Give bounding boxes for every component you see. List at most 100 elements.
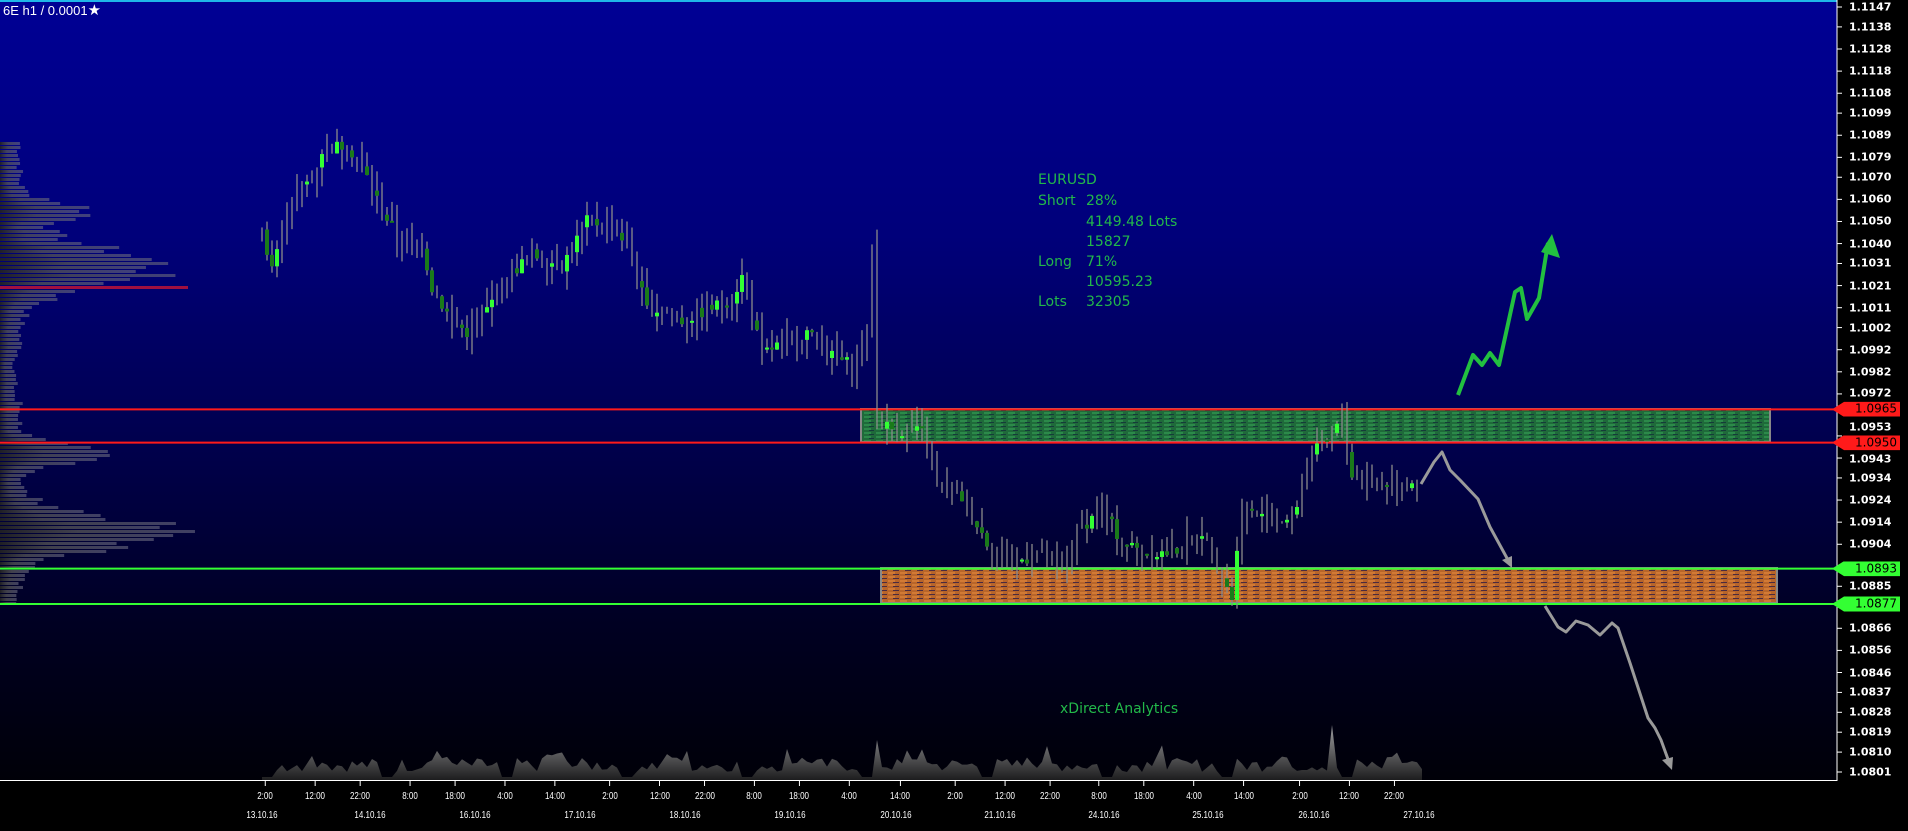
volume-profile-bar [0, 534, 174, 537]
volume-profile-bar [0, 530, 195, 533]
price-tick-label: 1.0846 [1849, 666, 1892, 679]
volume-profile-bar [0, 262, 169, 265]
candle-body [335, 141, 339, 154]
volume-profile-bar [0, 494, 27, 497]
info-short-count: 15827 [1086, 234, 1131, 250]
support-price-marker[interactable]: 1.0893 [1832, 561, 1900, 577]
info-long-pct: 71% [1086, 254, 1118, 270]
volume-profile-bar [0, 546, 129, 549]
date-label: 20.10.16 [879, 810, 912, 821]
candle-body [1125, 544, 1129, 547]
price-tick-label: 1.0801 [1849, 765, 1892, 779]
time-tick-label: 14:00 [544, 791, 565, 802]
candle-body [585, 215, 589, 228]
candle-body [770, 347, 774, 350]
price-tick-label: 1.1002 [1849, 321, 1892, 335]
candle-body [575, 235, 579, 253]
support-zone [880, 567, 1778, 604]
volume-profile-bar [0, 446, 91, 449]
chart-title: 6E h1 / 0.0001★ [3, 1, 101, 19]
projection-down-arrow-1 [1419, 450, 1510, 561]
volume-profile-bar [0, 166, 17, 169]
price-tick-label: 1.1099 [1849, 106, 1892, 120]
volume-profile-bar [0, 450, 108, 453]
candle-body [465, 327, 469, 337]
volume-profile-bar [0, 310, 24, 313]
candle-body [1250, 508, 1254, 511]
price-tick-label: 1.0856 [1849, 643, 1892, 657]
candle-body [1335, 423, 1339, 433]
candle-body [735, 291, 739, 304]
candle-body [960, 491, 964, 502]
volume-profile-bar [0, 466, 44, 469]
candle-body [985, 532, 989, 547]
candle-body [1020, 559, 1024, 562]
candle-body [1110, 516, 1114, 520]
volume-profile-bar [0, 426, 18, 429]
info-short-label: Short [1038, 193, 1076, 209]
info-short-pct: 28% [1086, 193, 1118, 209]
resistance-price-marker[interactable]: 1.0965 [1832, 401, 1900, 417]
candle-body [485, 307, 489, 313]
star-icon[interactable]: ★ [87, 2, 102, 19]
volume-profile-bar [0, 234, 68, 237]
volume-profile-bar [0, 342, 23, 345]
price-tick-label: 1.0953 [1849, 420, 1892, 434]
candle-body [1160, 551, 1164, 557]
volume-profile-bar [0, 322, 25, 325]
date-label: 26.10.16 [1298, 810, 1330, 821]
volume-profile-bar [0, 350, 18, 353]
price-tick-label: 1.1079 [1849, 150, 1892, 164]
time-tick-label: 12:00 [1339, 791, 1360, 802]
volume-profile-bar [0, 290, 75, 293]
candle-body [980, 527, 984, 533]
volume-profile-bar [0, 594, 17, 597]
time-tick-label: 2:00 [1291, 791, 1308, 802]
time-tick-label: 18:00 [789, 791, 810, 802]
price-tick-label: 1.1060 [1849, 192, 1892, 206]
volume-profile-bar [0, 378, 16, 381]
volume-profile-bar [0, 258, 152, 261]
candle-body [440, 296, 444, 309]
price-tick-label: 1.1050 [1849, 214, 1892, 228]
price-tick-label: 1.0943 [1849, 452, 1892, 466]
volume-profile-bar [0, 454, 110, 457]
chart-plot-area[interactable] [0, 0, 1837, 780]
volume-profile-bar [0, 186, 25, 189]
candle-body [810, 330, 814, 333]
time-tick-label: 18:00 [445, 791, 466, 802]
volume-profile-bar [0, 566, 35, 569]
volume-profile-bar [0, 582, 19, 585]
volume-profile-bar [0, 330, 19, 333]
time-tick-label: 4:00 [497, 791, 513, 802]
volume-profile-bar [0, 286, 188, 289]
candle-body [1230, 586, 1234, 600]
volume-profile-bar [0, 402, 23, 405]
price-tick-label: 1.0982 [1849, 365, 1892, 379]
time-tick-label: 2:00 [601, 791, 618, 802]
support-price-marker[interactable]: 1.0877 [1832, 596, 1900, 612]
candle-body [975, 521, 979, 528]
price-tick-label: 1.0914 [1849, 515, 1892, 529]
volume-profile-bar [0, 550, 107, 553]
candle-body [1325, 439, 1329, 442]
volume-profile-bar [0, 574, 25, 577]
price-tick-label: 1.0810 [1849, 745, 1892, 759]
time-tick-label: 2:00 [257, 791, 274, 802]
candle-body [645, 287, 649, 306]
volume-profile-bar [0, 394, 15, 397]
volume-profile-bar [0, 410, 20, 413]
candle-body [830, 350, 834, 359]
volume-profile-bar [0, 298, 58, 301]
price-tick-label: 1.1128 [1849, 42, 1892, 56]
time-tick-label: 8:00 [402, 791, 418, 802]
time-tick-label: 22:00 [350, 791, 371, 802]
price-tick-label: 1.0837 [1849, 685, 1892, 699]
volume-profile-bar [0, 590, 18, 593]
resistance-price-marker[interactable]: 1.0950 [1832, 435, 1900, 451]
volume-profile-bar [0, 462, 76, 465]
candle-body [715, 300, 719, 310]
info-lots-label: Lots [1038, 294, 1067, 310]
candle-body [1145, 553, 1149, 556]
